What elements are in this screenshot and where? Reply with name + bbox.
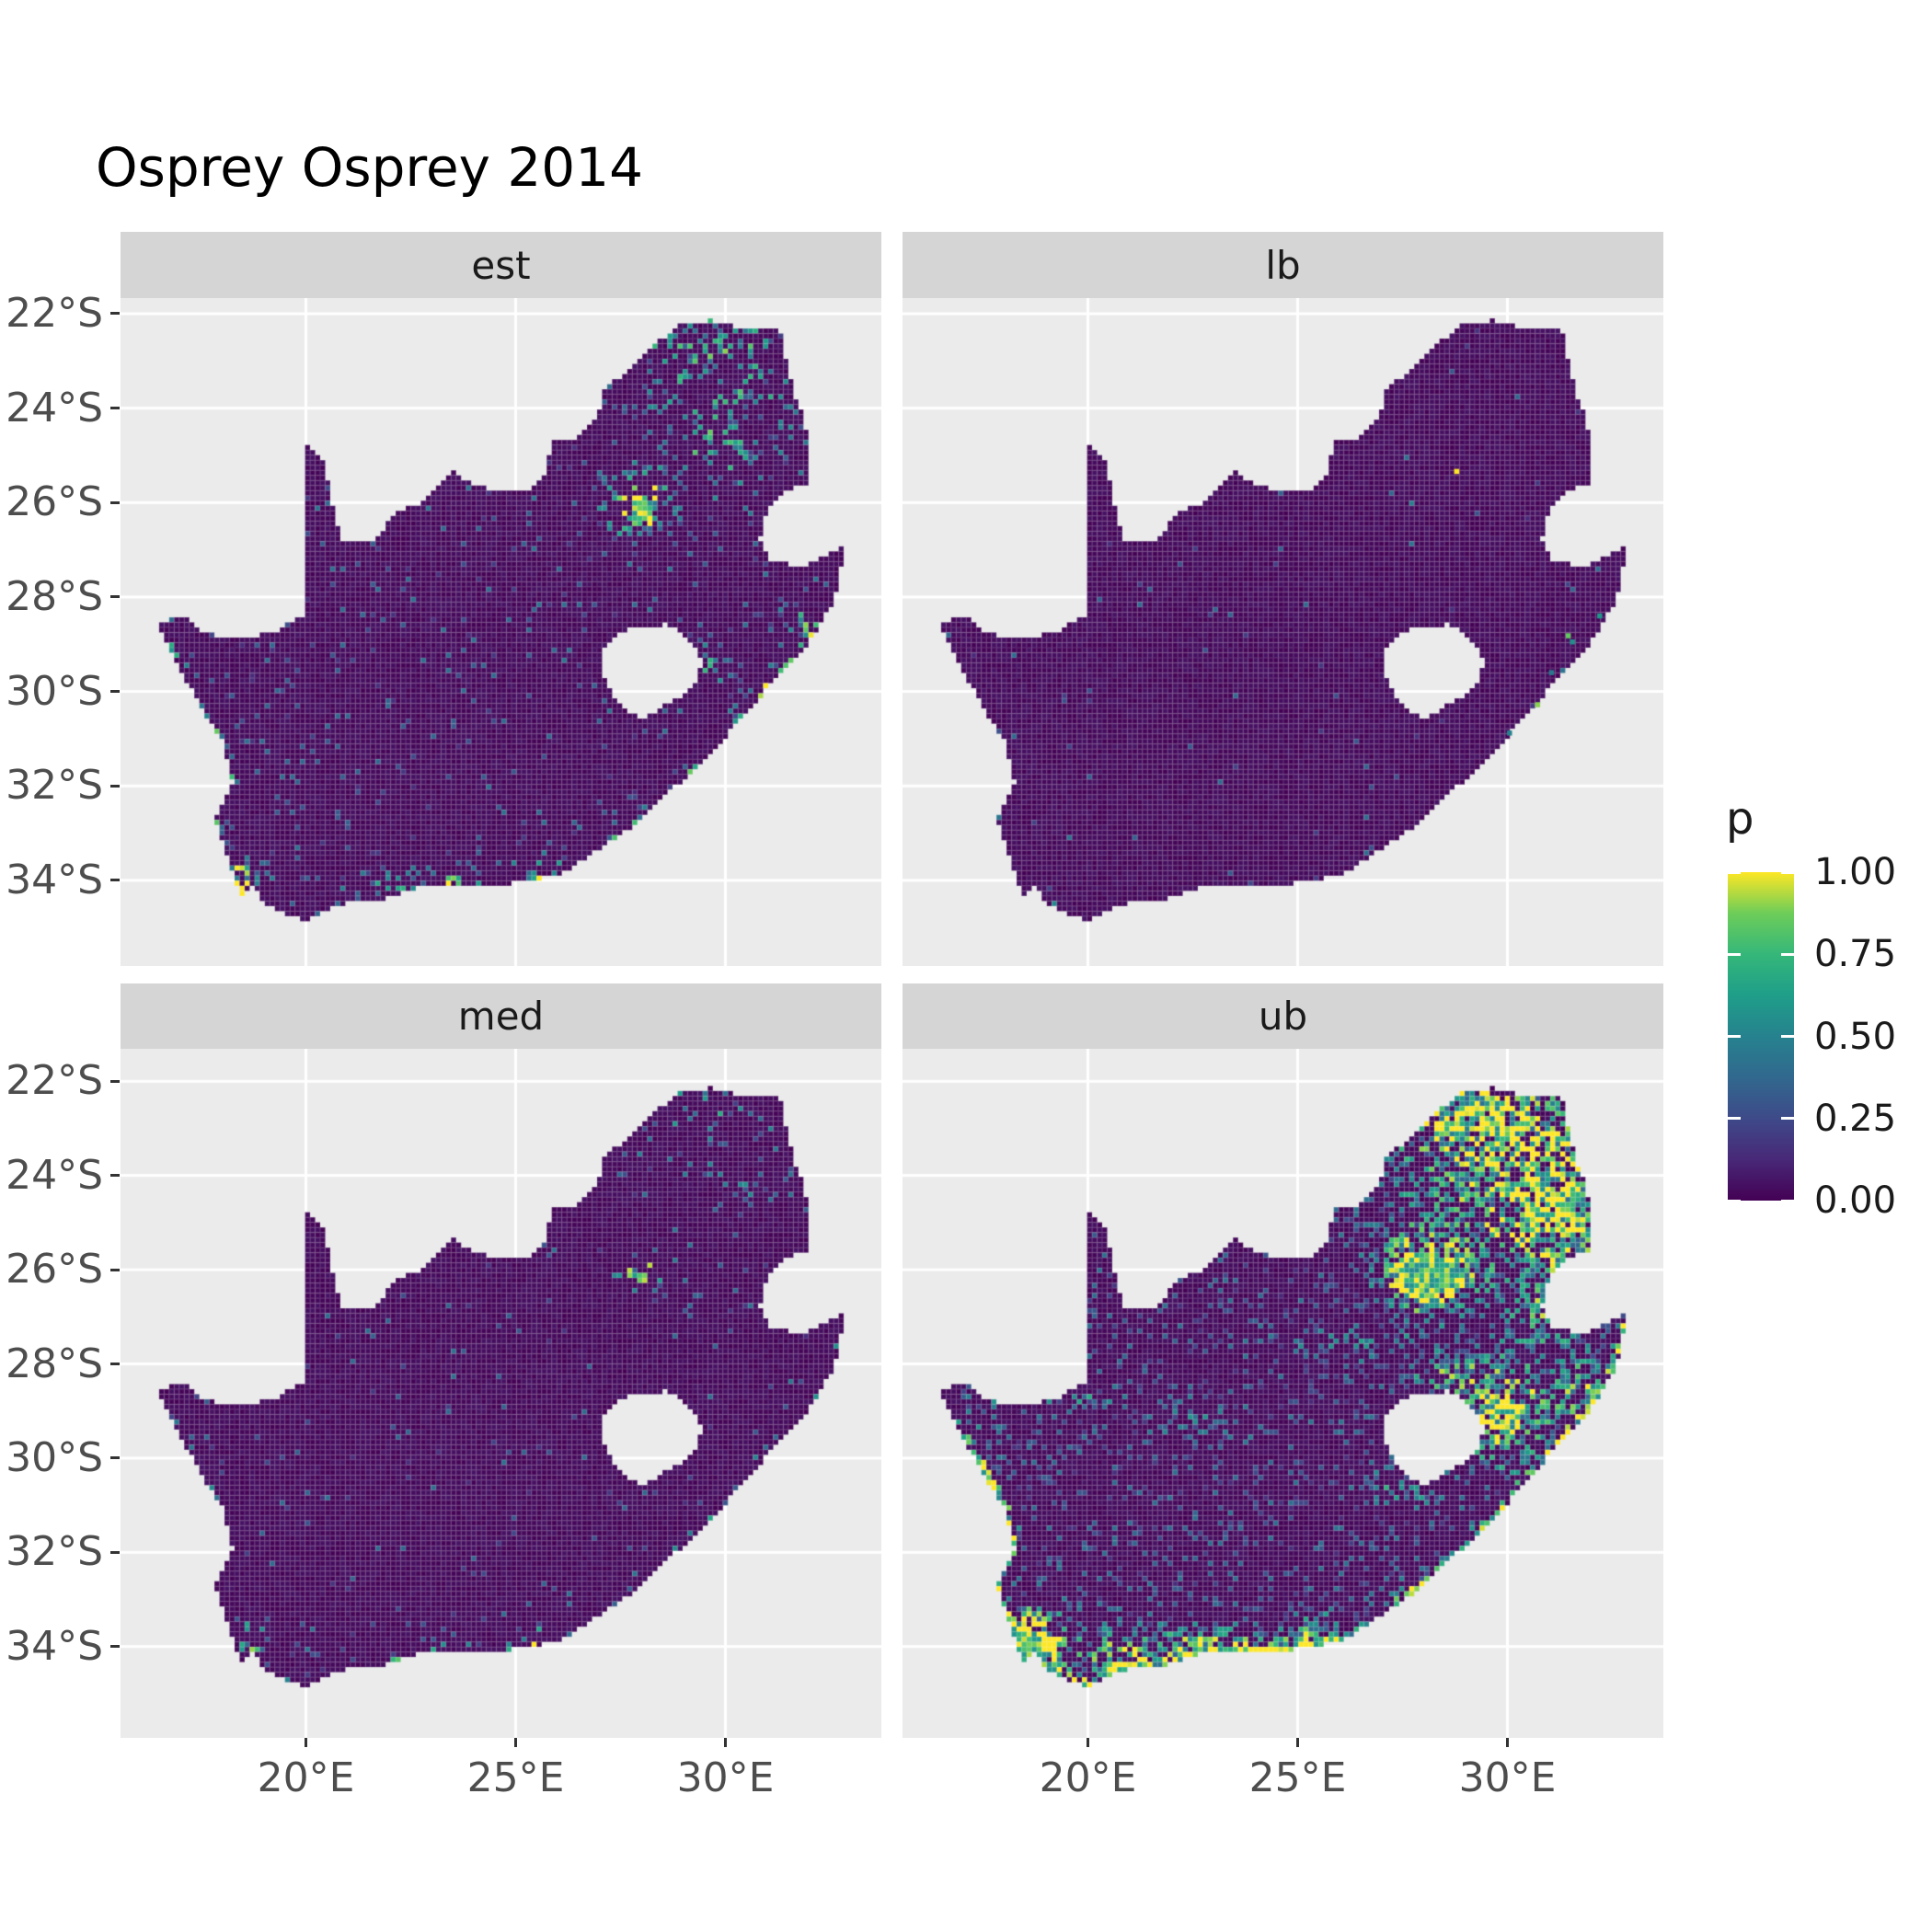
y-axis-label: 34°S	[6, 856, 103, 903]
y-axis-tick	[110, 1550, 120, 1554]
y-axis-tick	[110, 500, 120, 504]
y-axis-label: 30°S	[6, 1433, 103, 1481]
map-panel-ub	[903, 1049, 1663, 1738]
y-axis-label: 34°S	[6, 1622, 103, 1670]
x-axis-tick	[1296, 1738, 1299, 1747]
y-axis-label: 24°S	[6, 384, 103, 431]
facet-strip-label-lb: lb	[1265, 242, 1301, 288]
facet-strip-label-ub: ub	[1258, 994, 1308, 1039]
x-axis-label: 30°E	[1458, 1754, 1557, 1801]
y-axis-label: 22°S	[6, 1057, 103, 1105]
x-axis-tick	[514, 1738, 517, 1747]
legend-tick	[1781, 1199, 1794, 1202]
facet-strip-est: est	[121, 232, 881, 298]
y-axis-tick	[110, 1645, 120, 1649]
facet-strip-lb: lb	[903, 232, 1663, 298]
map-panel-med	[121, 1049, 881, 1738]
legend-tick	[1781, 1035, 1794, 1038]
y-axis-tick	[110, 690, 120, 694]
legend-tick	[1728, 1199, 1741, 1202]
y-axis-label: 22°S	[6, 289, 103, 337]
y-axis-label: 24°S	[6, 1151, 103, 1199]
legend-tick	[1728, 952, 1741, 956]
legend-tick	[1728, 870, 1741, 874]
x-axis-tick	[724, 1738, 727, 1747]
legend-tick-label: 0.50	[1814, 1015, 1897, 1058]
y-axis-tick	[110, 312, 120, 316]
y-axis-tick	[110, 595, 120, 599]
y-axis-tick	[110, 1268, 120, 1271]
facet-strip-label-est: est	[471, 242, 531, 288]
map-canvas-ub	[903, 1049, 1663, 1738]
x-axis-tick	[1087, 1738, 1089, 1747]
map-canvas-med	[121, 1049, 881, 1738]
legend-title: p	[1726, 793, 1754, 845]
legend-tick-label: 0.75	[1814, 933, 1897, 976]
legend-tick	[1781, 1117, 1794, 1121]
map-canvas-est	[121, 298, 881, 966]
x-axis-tick	[305, 1738, 307, 1747]
y-axis-label: 26°S	[6, 1246, 103, 1294]
facet-strip-ub: ub	[903, 983, 1663, 1049]
legend-tick	[1728, 1035, 1741, 1038]
y-axis-tick	[110, 1363, 120, 1366]
y-axis-label: 30°S	[6, 667, 103, 715]
facet-strip-label-med: med	[457, 994, 545, 1039]
legend-tick-label: 0.00	[1814, 1179, 1897, 1222]
x-axis-label: 20°E	[257, 1754, 355, 1801]
x-axis-label: 25°E	[1248, 1754, 1347, 1801]
map-canvas-lb	[903, 298, 1663, 966]
map-panel-est	[121, 298, 881, 966]
x-axis-label: 20°E	[1039, 1754, 1137, 1801]
x-axis-label: 30°E	[676, 1754, 775, 1801]
y-axis-tick	[110, 1456, 120, 1460]
legend-tick	[1781, 870, 1794, 874]
y-axis-label: 28°S	[6, 572, 103, 620]
legend-tick	[1781, 952, 1794, 956]
y-axis-label: 28°S	[6, 1340, 103, 1387]
y-axis-tick	[110, 407, 120, 410]
legend-tick-label: 0.25	[1814, 1097, 1897, 1140]
y-axis-label: 26°S	[6, 478, 103, 526]
x-axis-tick	[1506, 1738, 1509, 1747]
y-axis-label: 32°S	[6, 762, 103, 810]
legend-tick-label: 1.00	[1814, 851, 1897, 893]
legend-tick	[1728, 1117, 1741, 1121]
y-axis-tick	[110, 784, 120, 788]
facet-strip-med: med	[121, 983, 881, 1049]
x-axis-label: 25°E	[466, 1754, 565, 1801]
y-axis-tick	[110, 1174, 120, 1178]
y-axis-tick	[110, 879, 120, 882]
y-axis-tick	[110, 1079, 120, 1083]
plot-title: Osprey Osprey 2014	[96, 136, 644, 199]
map-panel-lb	[903, 298, 1663, 966]
y-axis-label: 32°S	[6, 1528, 103, 1576]
